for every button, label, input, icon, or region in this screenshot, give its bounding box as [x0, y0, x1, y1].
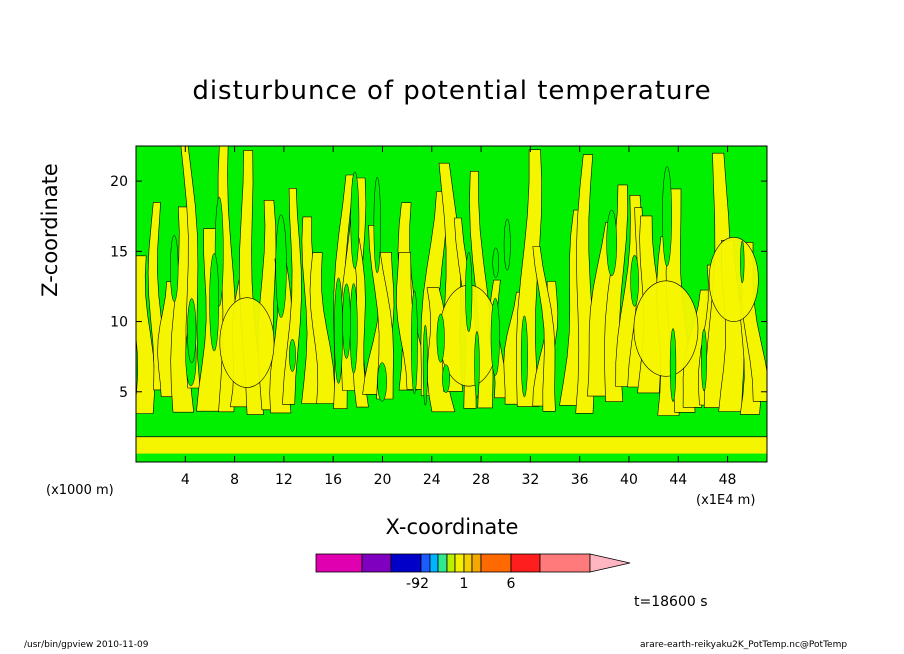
colorbar-label: -2	[415, 576, 429, 592]
warm-region	[633, 280, 699, 377]
x-tick-label: 44	[669, 472, 687, 488]
y-axis-label: Z-coordinate	[38, 163, 62, 297]
colorbar-swatch	[420, 553, 431, 573]
x-unit-left-label: (x1000 m)	[46, 483, 114, 498]
y-tick-label: 10	[110, 315, 128, 331]
cool-filament	[520, 315, 528, 398]
cool-filament	[209, 253, 220, 352]
cool-filament	[349, 283, 358, 374]
x-tick-label: 24	[423, 472, 441, 488]
x-tick-label: 48	[719, 472, 737, 488]
contour-field	[136, 146, 767, 462]
warm-region	[219, 297, 275, 388]
colorbar-label: -9	[406, 576, 420, 592]
cool-filament	[289, 338, 296, 372]
cool-filament	[350, 171, 360, 269]
y-tick-label: 15	[110, 244, 128, 260]
cool-filament	[701, 328, 707, 392]
colorbar-swatch	[390, 553, 422, 573]
cool-filament	[630, 254, 639, 307]
colorbar-overflow-arrow	[589, 553, 631, 573]
x-axis-label: X-coordinate	[385, 515, 519, 539]
cool-filament	[465, 252, 473, 333]
cool-filament	[411, 290, 418, 394]
cool-filament	[442, 364, 450, 393]
x-tick-label: 20	[374, 472, 392, 488]
x-axis: 4 8 12 16 20 24 28 32 36 40 44 48	[181, 146, 737, 488]
x-tick-label: 32	[521, 472, 539, 488]
cool-filament	[503, 218, 511, 271]
warm-region	[708, 236, 759, 322]
cool-filament	[662, 166, 672, 267]
footer-program-date: /usr/bin/gpview 2010-11-09	[24, 640, 149, 650]
cool-filament	[170, 234, 179, 302]
cool-filament	[342, 283, 351, 359]
x-tick-label: 12	[275, 472, 293, 488]
time-label: t=18600 s	[634, 594, 708, 610]
colorbar-label: 6	[507, 576, 516, 592]
colorbar-swatch	[361, 553, 392, 573]
warm-plume	[282, 188, 302, 405]
colorbar-swatch	[454, 553, 465, 573]
colorbar-swatch	[471, 553, 482, 573]
cool-filament	[187, 298, 197, 364]
cool-filament	[334, 277, 343, 384]
y-tick-label: 5	[119, 385, 128, 401]
colorbar: -9-2 1 6	[315, 553, 631, 592]
colorbar-swatch	[539, 553, 591, 573]
colorbar-swatch	[446, 553, 456, 573]
x-tick-label: 4	[181, 472, 190, 488]
colorbar-swatch	[510, 553, 541, 573]
colorbar-swatch	[463, 553, 473, 573]
bottom-warm-band	[136, 436, 767, 454]
cool-filament	[422, 324, 428, 406]
y-axis: 5 10 15 20	[110, 174, 767, 401]
cool-filament	[474, 331, 480, 399]
plot-frame	[135, 145, 768, 463]
x-tick-label: 36	[571, 472, 589, 488]
cool-filament	[275, 214, 287, 318]
colorbar-swatch	[429, 553, 439, 573]
footer-file-name: arare-earth-reikyaku2K_PotTemp.nc@PotTem…	[640, 640, 848, 650]
x-tick-label: 28	[472, 472, 490, 488]
warm-plume	[309, 252, 335, 404]
chart-title: disturbunce of potential temperature	[192, 76, 712, 106]
x-tick-label: 40	[620, 472, 638, 488]
cool-filament	[436, 313, 445, 363]
colorbar-swatch	[315, 553, 363, 573]
x-tick-label: 16	[324, 472, 342, 488]
colorbar-swatch	[480, 553, 512, 573]
cool-filament	[669, 328, 677, 403]
colorbar-swatch	[437, 553, 448, 573]
cool-filament	[492, 247, 499, 278]
cool-filament	[490, 297, 500, 376]
x-tick-label: 8	[230, 472, 239, 488]
y-tick-label: 20	[110, 174, 128, 190]
colorbar-label: 1	[460, 576, 469, 592]
cool-filament	[606, 209, 617, 277]
cool-filament	[740, 240, 745, 284]
warm-plume	[532, 246, 556, 412]
cool-filament	[373, 176, 381, 274]
x-unit-right-label: (x1E4 m)	[696, 493, 756, 508]
cool-filament	[377, 362, 387, 402]
